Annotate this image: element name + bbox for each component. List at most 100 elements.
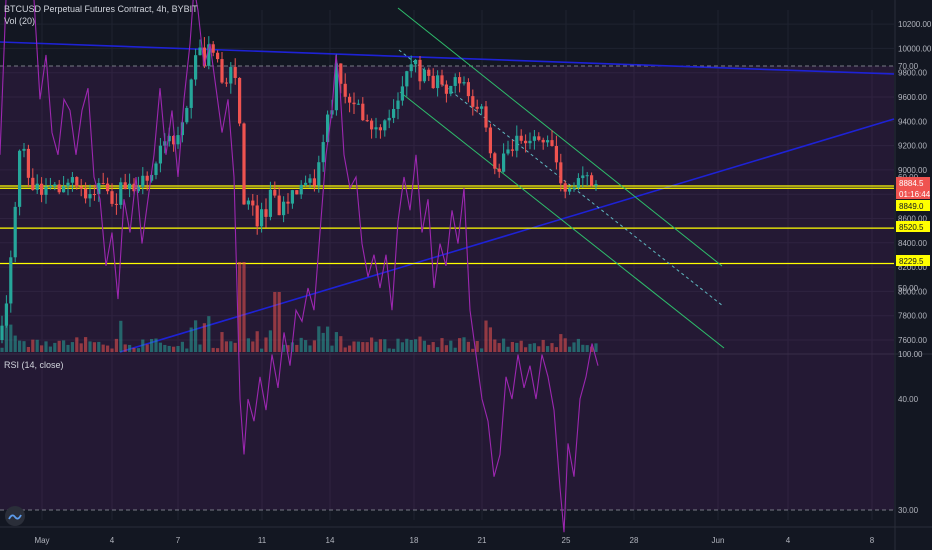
volume-bar bbox=[255, 331, 259, 352]
volume-bar bbox=[546, 346, 550, 352]
volume-bar bbox=[198, 344, 202, 352]
time-tick-label: 4 bbox=[110, 536, 115, 545]
candle-body bbox=[405, 71, 409, 87]
candle-body bbox=[352, 102, 356, 105]
candle-body bbox=[458, 77, 462, 84]
price-tick-label: 8600.00 bbox=[898, 215, 927, 224]
volume-bar bbox=[396, 338, 400, 352]
tradingview-logo-icon[interactable] bbox=[5, 506, 25, 526]
volume-bar bbox=[304, 340, 308, 352]
candle-body bbox=[537, 136, 541, 140]
candle-body bbox=[444, 84, 448, 94]
volume-bar bbox=[75, 337, 79, 352]
volume-bar bbox=[277, 292, 281, 352]
volume-bar bbox=[123, 344, 127, 352]
volume-bar bbox=[26, 346, 30, 352]
candle-body bbox=[40, 183, 44, 195]
volume-bar bbox=[431, 342, 435, 352]
time-axis[interactable]: May 4 7 11 14 18 21 25 28 Jun 4 8 bbox=[34, 536, 874, 545]
time-tick-label: 21 bbox=[478, 536, 487, 545]
volume-bar bbox=[334, 332, 338, 352]
price-axis[interactable]: 7600.00 7800.00 8000.00 8200.00 8400.00 8600.… bbox=[896, 0, 932, 515]
volume-bar bbox=[576, 338, 580, 352]
volume-bar bbox=[590, 346, 594, 352]
candle-body bbox=[119, 182, 123, 205]
volume-bar bbox=[84, 337, 88, 352]
volume-bar bbox=[114, 338, 118, 352]
volume-bar bbox=[31, 339, 35, 352]
volume-bar bbox=[312, 340, 316, 352]
candle-body bbox=[238, 77, 242, 124]
volume-bar bbox=[563, 338, 567, 352]
candle-body bbox=[128, 183, 132, 190]
rsi-indicator-label: RSI (14, close) bbox=[4, 360, 64, 370]
candle-body bbox=[242, 123, 246, 205]
volume-bar bbox=[233, 342, 237, 352]
volume-bar bbox=[286, 345, 290, 352]
candle-body bbox=[62, 186, 66, 193]
volume-bar bbox=[145, 344, 149, 352]
candle-body bbox=[462, 82, 466, 84]
volume-bar bbox=[537, 346, 541, 352]
price-tick-label: 9600.00 bbox=[898, 93, 927, 102]
candle-body bbox=[590, 175, 594, 186]
volume-tick-label: 100.00 bbox=[898, 350, 923, 359]
candle-body bbox=[400, 86, 404, 101]
candle-body bbox=[453, 77, 457, 86]
price-tick-label: 9000.00 bbox=[898, 166, 927, 175]
volume-bar bbox=[326, 326, 330, 352]
candle-body bbox=[475, 106, 479, 109]
volume-bar bbox=[260, 348, 264, 352]
volume-bar bbox=[88, 341, 92, 352]
rsi-tick-label: 30.00 bbox=[898, 506, 919, 515]
time-tick-label: 11 bbox=[258, 536, 267, 545]
price-tick-label: 10000.00 bbox=[898, 44, 932, 53]
candle-body bbox=[158, 145, 162, 164]
candle-body bbox=[70, 177, 74, 183]
volume-bar bbox=[92, 342, 96, 352]
volume-bar bbox=[110, 348, 114, 352]
price-tick-label: 9200.00 bbox=[898, 142, 927, 151]
volume-bar bbox=[502, 338, 506, 352]
volume-bar bbox=[207, 316, 211, 352]
volume-bar bbox=[343, 347, 347, 352]
candle-body bbox=[392, 108, 396, 118]
volume-bar bbox=[22, 341, 26, 352]
candle-body bbox=[493, 153, 497, 169]
candle-body bbox=[581, 175, 585, 179]
candle-body bbox=[88, 194, 92, 199]
volume-bar bbox=[308, 345, 312, 352]
candle-body bbox=[180, 122, 184, 136]
volume-bar bbox=[282, 344, 286, 352]
volume-bar bbox=[480, 348, 484, 352]
candle-body bbox=[436, 75, 440, 89]
volume-bar bbox=[528, 343, 532, 352]
candle-body bbox=[550, 140, 554, 147]
candle-body bbox=[198, 47, 202, 56]
volume-bar bbox=[35, 339, 39, 352]
candle-body bbox=[299, 184, 303, 195]
rsi-tick-label: 50.00 bbox=[898, 284, 919, 293]
volume-bar bbox=[418, 336, 422, 352]
candle-body bbox=[449, 85, 453, 94]
time-tick-label: 28 bbox=[630, 536, 639, 545]
volume-bar bbox=[550, 343, 554, 352]
volume-bar bbox=[361, 342, 365, 352]
time-tick-label: 14 bbox=[326, 536, 335, 545]
volume-bar bbox=[440, 338, 444, 352]
price-label-bg bbox=[896, 188, 930, 199]
channel-lower-line bbox=[399, 91, 725, 349]
volume-bar bbox=[317, 326, 321, 352]
candle-body bbox=[66, 182, 70, 187]
volume-bar bbox=[251, 341, 255, 352]
volume-bar bbox=[53, 342, 57, 352]
candle-body bbox=[189, 79, 193, 108]
candle-body bbox=[528, 140, 532, 144]
volume-bar bbox=[462, 337, 466, 352]
candle-body bbox=[167, 135, 171, 142]
volume-bar bbox=[238, 262, 242, 352]
candle-body bbox=[53, 184, 57, 187]
time-tick-label: May bbox=[34, 536, 49, 545]
volume-bar bbox=[229, 341, 233, 352]
